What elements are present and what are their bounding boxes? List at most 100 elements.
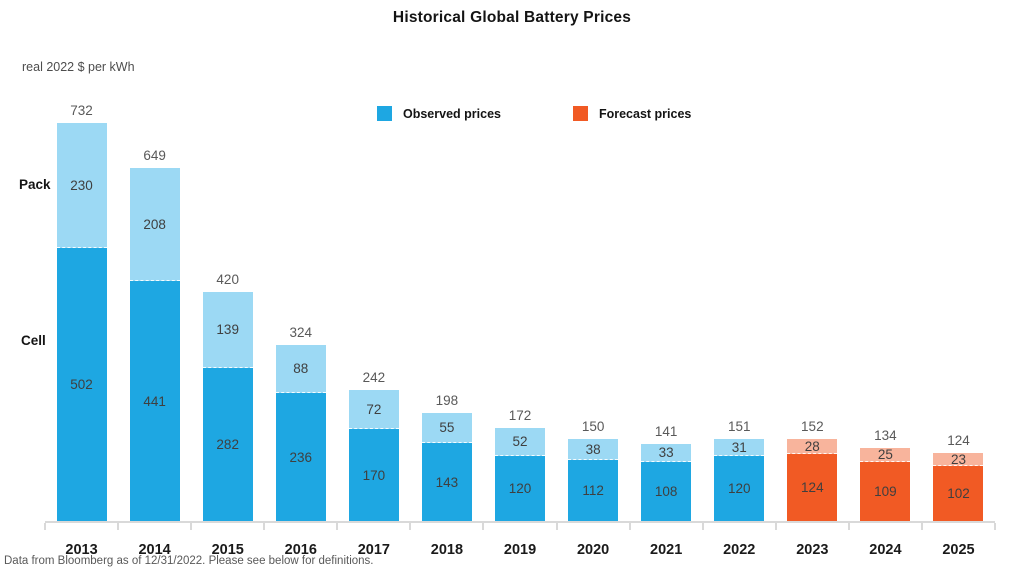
- cell-value-label: 441: [143, 393, 166, 409]
- pack-value-label: 72: [366, 401, 382, 417]
- cell-segment: 502: [56, 248, 107, 521]
- cell-segment: 112: [568, 460, 619, 521]
- axis-tick: [117, 523, 120, 530]
- bar-group-2025: 124 23 102 2025: [920, 96, 997, 558]
- stacked-bar: 55 143: [421, 413, 472, 521]
- legend: Observed prices Forecast prices: [377, 106, 691, 121]
- axis-tick: [701, 523, 704, 530]
- pack-segment: 72: [348, 390, 399, 429]
- stacked-bar: 38 112: [568, 439, 619, 521]
- cell-value-label: 112: [582, 483, 604, 498]
- x-axis-label: 2025: [942, 542, 975, 558]
- bar-group-2022: 151 31 120 2022: [701, 96, 776, 558]
- total-label: 124: [947, 433, 970, 448]
- legend-label-observed: Observed prices: [403, 106, 501, 121]
- bar-group-2021: 141 33 108 2021: [628, 96, 703, 558]
- legend-item-forecast: Forecast prices: [572, 106, 692, 121]
- pack-segment: 55: [421, 413, 472, 443]
- total-label: 649: [143, 148, 166, 163]
- x-axis-label: 2020: [576, 542, 610, 558]
- cell-value-label: 102: [947, 486, 970, 501]
- x-axis-label: 2018: [430, 542, 464, 558]
- pack-segment: 230: [56, 123, 107, 248]
- pack-segment: 28: [787, 438, 838, 454]
- axis-tick: [555, 523, 558, 530]
- bar-group-2017: 242 72 170 2017: [336, 96, 410, 558]
- x-axis-label: 2023: [796, 542, 829, 558]
- total-label: 134: [874, 428, 897, 443]
- total-label: 420: [216, 272, 239, 287]
- axis-tick: [774, 523, 777, 530]
- plot-area: 732 230 502 2013 649 208 441 2014 420 139 282 2015 3…: [44, 96, 997, 558]
- axis-tick: [336, 523, 339, 530]
- cell-value-label: 109: [874, 484, 897, 499]
- cell-value-label: 282: [216, 437, 239, 452]
- pack-segment: 23: [933, 451, 984, 467]
- x-axis-label: 2013: [65, 542, 98, 558]
- pack-segment: 33: [641, 444, 692, 462]
- total-label: 732: [70, 103, 93, 118]
- x-axis-label: 2024: [869, 542, 902, 558]
- stacked-bar: 230 502: [56, 123, 107, 521]
- cell-value-label: 170: [362, 467, 386, 483]
- cell-segment: 120: [714, 456, 765, 521]
- stacked-bar: 33 108: [641, 444, 692, 521]
- pack-segment: 38: [568, 439, 619, 460]
- x-axis-label: 2014: [138, 542, 171, 558]
- cell-value-label: 502: [70, 377, 93, 392]
- bar-group-2023: 152 28 124 2023: [774, 96, 849, 558]
- x-axis-label: 2017: [357, 542, 390, 558]
- pack-value-label: 52: [512, 434, 528, 449]
- cell-segment: 236: [275, 393, 326, 521]
- axis-tick: [628, 523, 631, 530]
- x-axis-label: 2022: [723, 542, 756, 558]
- pack-value-label: 23: [950, 451, 966, 467]
- source-note: Data from Bloomberg as of 12/31/2022. Pl…: [4, 555, 374, 567]
- stacked-bar: 23 102: [933, 451, 984, 521]
- legend-label-forecast: Forecast prices: [598, 106, 692, 121]
- axis-tick: [190, 523, 193, 530]
- pack-value-label: 88: [293, 361, 309, 376]
- cell-segment: 109: [860, 462, 911, 521]
- total-label: 172: [508, 408, 532, 423]
- pack-segment: 208: [129, 168, 180, 281]
- bar-group-2024: 134 25 109 2024: [847, 96, 922, 558]
- stacked-bar: 31 120: [714, 439, 765, 521]
- pack-value-label: 33: [658, 445, 674, 460]
- axis-tick: [847, 523, 850, 530]
- cell-value-label: 236: [289, 449, 313, 465]
- cell-segment: 102: [933, 466, 984, 521]
- cell-segment: 441: [129, 281, 180, 521]
- cell-value-label: 120: [508, 481, 532, 496]
- axis-tick: [44, 523, 46, 530]
- total-label: 242: [362, 370, 386, 385]
- cell-segment: 282: [202, 368, 253, 521]
- cell-segment: 120: [495, 456, 545, 521]
- pack-value-label: 230: [70, 177, 93, 193]
- cell-value-label: 120: [727, 481, 751, 496]
- x-axis-label: 2015: [211, 542, 244, 558]
- cell-segment: 124: [787, 454, 838, 521]
- pack-axis-label: Pack: [19, 177, 51, 192]
- cell-segment: 143: [421, 443, 472, 521]
- y-axis-unit-label: real 2022 $ per kWh: [22, 60, 135, 74]
- pack-value-label: 139: [216, 322, 239, 337]
- total-label: 141: [654, 424, 678, 439]
- pack-value-label: 28: [804, 438, 820, 454]
- total-label: 152: [801, 419, 824, 434]
- cell-value-label: 124: [801, 480, 824, 495]
- total-label: 198: [435, 393, 459, 408]
- bar-group-2015: 420 139 282 2015: [190, 96, 264, 558]
- axis-tick: [994, 523, 997, 530]
- axis-tick: [482, 523, 485, 530]
- pack-value-label: 31: [731, 439, 747, 455]
- bar-group-2014: 649 208 441 2014: [117, 96, 191, 558]
- x-axis-label: 2021: [650, 542, 683, 558]
- stacked-bar: 72 170: [348, 390, 399, 521]
- chart-title: Historical Global Battery Prices: [392, 9, 632, 26]
- forecast-swatch-icon: [572, 106, 588, 121]
- stacked-bar: 28 124: [787, 438, 838, 521]
- axis-tick: [920, 523, 923, 530]
- stacked-bar: 139 282: [202, 292, 253, 521]
- cell-axis-label: Cell: [21, 333, 46, 348]
